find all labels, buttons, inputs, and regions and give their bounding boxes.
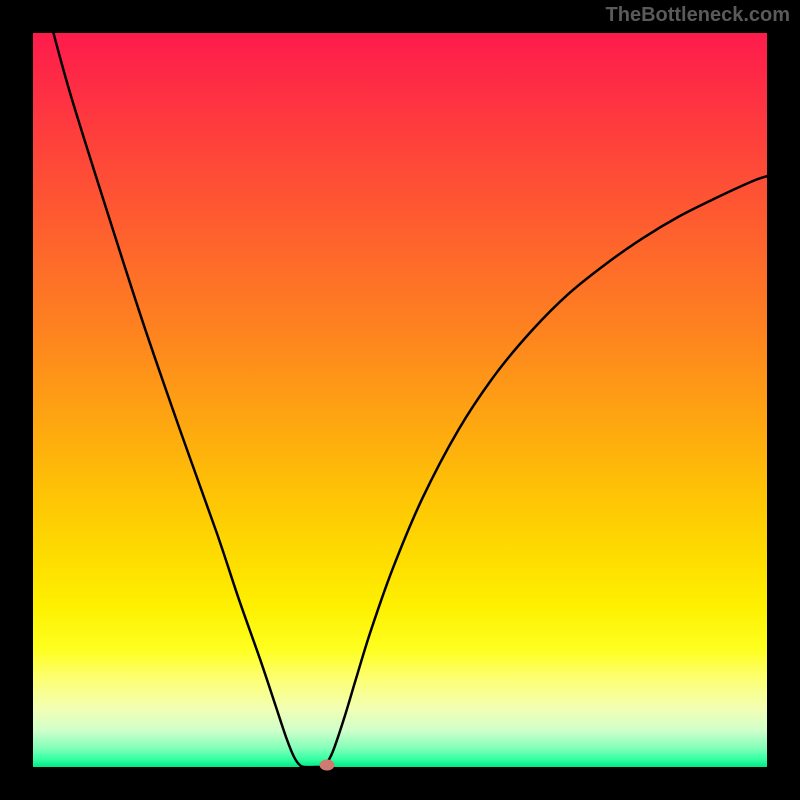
chart-container: TheBottleneck.com (0, 0, 800, 800)
minimum-marker (319, 759, 334, 770)
v-curve (48, 33, 767, 767)
curve-layer (33, 33, 767, 767)
plot-area (33, 33, 767, 767)
watermark-text: TheBottleneck.com (606, 4, 790, 27)
